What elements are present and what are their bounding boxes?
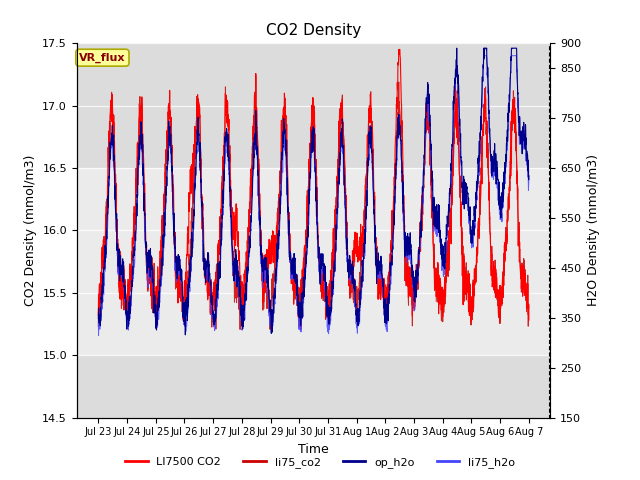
Y-axis label: CO2 Density (mmol/m3): CO2 Density (mmol/m3) [24, 155, 36, 306]
Text: VR_flux: VR_flux [79, 53, 125, 63]
Legend: LI7500 CO2, li75_co2, op_h2o, li75_h2o: LI7500 CO2, li75_co2, op_h2o, li75_h2o [121, 452, 519, 472]
Title: CO2 Density: CO2 Density [266, 23, 361, 38]
Bar [77, 168, 550, 355]
Y-axis label: H2O Density (mmol/m3): H2O Density (mmol/m3) [587, 155, 600, 306]
X-axis label: Time: Time [298, 443, 329, 456]
